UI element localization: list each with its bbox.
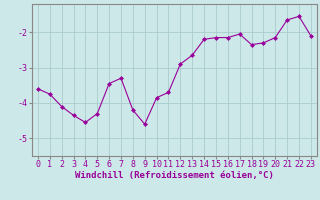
X-axis label: Windchill (Refroidissement éolien,°C): Windchill (Refroidissement éolien,°C) (75, 171, 274, 180)
